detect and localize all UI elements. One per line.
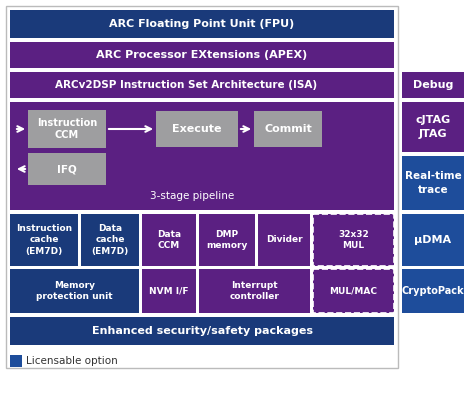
Text: ARCv2DSP Instruction Set Architecture (ISA): ARCv2DSP Instruction Set Architecture (I… bbox=[55, 80, 318, 90]
Bar bbox=[402, 269, 464, 313]
Text: 3-stage pipeline: 3-stage pipeline bbox=[150, 191, 234, 201]
Bar bbox=[10, 317, 394, 345]
Text: MUL/MAC: MUL/MAC bbox=[329, 287, 377, 295]
Text: Data
CCM: Data CCM bbox=[157, 230, 181, 250]
Text: Debug: Debug bbox=[413, 80, 453, 90]
Bar bbox=[10, 42, 394, 68]
Text: IFQ: IFQ bbox=[57, 164, 77, 174]
Bar bbox=[142, 269, 196, 313]
Bar bbox=[402, 72, 464, 98]
Bar bbox=[313, 269, 394, 313]
Text: ARC Processor EXtensions (APEX): ARC Processor EXtensions (APEX) bbox=[96, 50, 308, 60]
Bar bbox=[10, 355, 22, 367]
Bar bbox=[313, 214, 394, 266]
Text: μDMA: μDMA bbox=[415, 235, 452, 245]
Bar bbox=[10, 269, 139, 313]
Bar bbox=[254, 111, 322, 147]
Text: Commit: Commit bbox=[264, 124, 312, 134]
Bar bbox=[402, 214, 464, 266]
Text: Divider: Divider bbox=[266, 236, 302, 245]
Bar bbox=[28, 110, 106, 148]
Bar bbox=[10, 10, 394, 38]
Bar bbox=[402, 156, 464, 210]
Text: Interrupt
controller: Interrupt controller bbox=[229, 281, 280, 301]
Bar bbox=[10, 72, 394, 98]
Bar bbox=[10, 102, 394, 210]
Text: DMP
memory: DMP memory bbox=[206, 230, 248, 250]
Bar bbox=[142, 214, 196, 266]
Bar bbox=[199, 214, 255, 266]
Bar bbox=[313, 269, 394, 313]
Text: Licensable option: Licensable option bbox=[26, 356, 118, 366]
Bar bbox=[402, 102, 464, 152]
Bar bbox=[258, 214, 310, 266]
Text: Enhanced security/safety packages: Enhanced security/safety packages bbox=[92, 326, 313, 336]
Bar bbox=[199, 269, 310, 313]
Text: CryptoPack: CryptoPack bbox=[402, 286, 464, 296]
Bar bbox=[313, 214, 394, 266]
Text: Instruction
cache
(EM7D): Instruction cache (EM7D) bbox=[16, 224, 72, 256]
Text: ARC Floating Point Unit (FPU): ARC Floating Point Unit (FPU) bbox=[110, 19, 295, 29]
Bar bbox=[6, 6, 398, 368]
Bar bbox=[10, 214, 78, 266]
Text: Instruction
CCM: Instruction CCM bbox=[37, 118, 97, 140]
Text: NVM I/F: NVM I/F bbox=[149, 287, 189, 295]
Text: Data
cache
(EM7D): Data cache (EM7D) bbox=[91, 224, 129, 256]
Text: Real-time
trace: Real-time trace bbox=[405, 171, 462, 195]
Text: Memory
protection unit: Memory protection unit bbox=[36, 281, 113, 301]
Text: 32x32
MUL: 32x32 MUL bbox=[338, 230, 369, 250]
Bar bbox=[81, 214, 139, 266]
Bar bbox=[28, 153, 106, 185]
Text: Execute: Execute bbox=[172, 124, 222, 134]
Bar bbox=[156, 111, 238, 147]
Text: cJTAG
JTAG: cJTAG JTAG bbox=[415, 116, 451, 139]
